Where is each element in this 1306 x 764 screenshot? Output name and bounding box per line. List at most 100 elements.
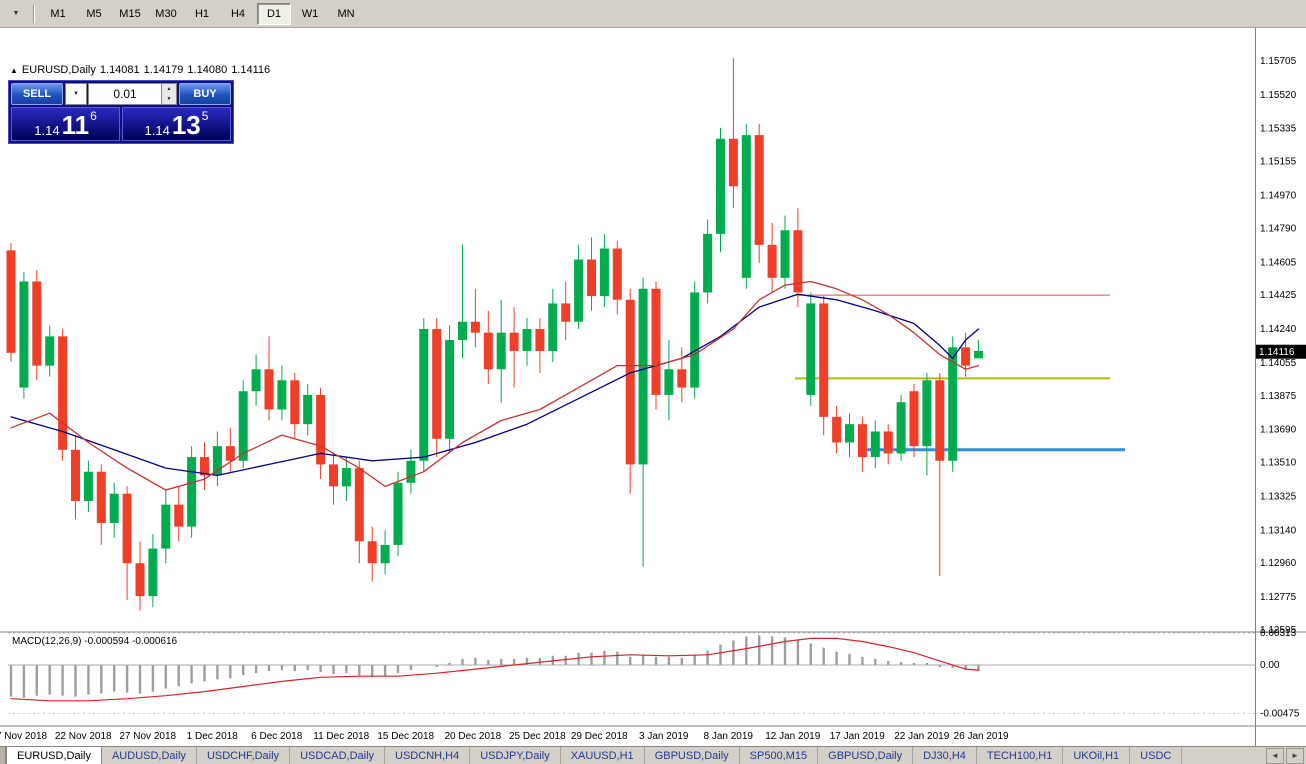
chart-area[interactable]: 1.15705 1.15520 1.15335 1.15155 1.14970 1.147… — [0, 28, 1306, 746]
chevron-down-icon[interactable]: ▼ — [4, 2, 28, 25]
symbol-period-label: EURUSD,Daily — [21, 64, 96, 76]
date-label: 25 Dec 2018 — [509, 731, 566, 742]
candle-bull — [45, 336, 55, 366]
candle-bull — [664, 369, 674, 395]
date-label: 26 Jan 2019 — [954, 731, 1009, 742]
date-label: 17 Nov 2018 — [0, 731, 48, 742]
lot-size-input[interactable]: 0.01 — [88, 83, 162, 105]
timeframe-button-m30[interactable]: M30 — [155, 7, 177, 20]
timeframe-button-w1[interactable]: W1 — [301, 7, 319, 20]
scroll-right-icon[interactable]: ► — [1286, 747, 1304, 764]
candle-bull — [974, 350, 983, 359]
chart-tab-7[interactable]: GBPUSD,Daily — [645, 747, 740, 764]
timeframe-button-m5[interactable]: M5 — [86, 7, 102, 20]
price-axis-label: 1.13690 — [1260, 425, 1297, 436]
candle-bull — [703, 233, 713, 293]
candle-bull — [716, 138, 725, 234]
price-axis-label: 1.14790 — [1260, 223, 1297, 234]
timeframe-button-h1[interactable]: H1 — [194, 7, 210, 20]
scroll-left-icon[interactable]: ◄ — [1266, 747, 1284, 764]
candle-bear — [71, 449, 80, 502]
candle-bear — [728, 138, 738, 187]
date-label: 11 Dec 2018 — [313, 731, 369, 742]
low-value: 1.14080 — [187, 64, 228, 76]
chart-tab-3[interactable]: USDCAD,Daily — [290, 747, 386, 764]
date-label: 3 Jan 2019 — [639, 731, 689, 742]
candle-bull — [109, 493, 119, 523]
candle-bear — [354, 468, 364, 542]
candle-bull — [496, 332, 506, 370]
macd-axis-label: 0.00313 — [1260, 628, 1297, 639]
chart-tab-0[interactable]: EURUSD,Daily — [6, 747, 102, 764]
date-label: 1 Dec 2018 — [187, 731, 239, 742]
price-axis-label: 1.15520 — [1260, 90, 1297, 101]
candle-bear — [509, 332, 519, 351]
chart-tab-4[interactable]: USDCNH,H4 — [385, 747, 471, 764]
sell-price-point: 6 — [90, 109, 97, 123]
chart-tab-12[interactable]: UKOil,H1 — [1063, 747, 1131, 764]
chart-tab-6[interactable]: XAUUSD,H1 — [561, 747, 645, 764]
toolbar-separator — [33, 4, 35, 23]
sell-button[interactable]: SELL — [11, 83, 63, 105]
buy-price-button[interactable]: 1.14 13 5 — [122, 107, 231, 141]
candle-bear — [832, 416, 842, 443]
candle-bull — [303, 394, 313, 425]
spin-up-icon[interactable]: ▲ — [166, 86, 172, 92]
price-axis-label: 1.14425 — [1260, 290, 1297, 301]
timeframe-button-d1[interactable]: D1 — [257, 2, 291, 25]
date-label: 22 Nov 2018 — [55, 731, 112, 742]
chart-tab-9[interactable]: GBPUSD,Daily — [818, 747, 914, 764]
macd-axis-label: -0.00475 — [1260, 709, 1300, 720]
buy-price-point: 5 — [201, 109, 209, 123]
chart-canvas[interactable]: 1.15705 1.15520 1.15335 1.15155 1.14970 1.147… — [0, 28, 1306, 746]
chart-tab-10[interactable]: DJ30,H4 — [913, 747, 977, 764]
candle-bull — [690, 292, 700, 388]
candle-bear — [535, 329, 545, 351]
timeframe-button-m1[interactable]: M1 — [50, 7, 66, 20]
chart-tab-bar: EURUSD,Daily AUDUSD,Daily USDCHF,Daily USDC… — [0, 746, 1306, 764]
price-axis-label: 1.12775 — [1260, 592, 1297, 603]
timeframe-button-mn[interactable]: MN — [337, 7, 355, 20]
chart-tab-2[interactable]: USDCHF,Daily — [197, 747, 291, 764]
candle-bull — [419, 329, 429, 461]
candle-bull — [148, 548, 158, 597]
chart-tab-13[interactable]: USDC — [1130, 747, 1183, 764]
candle-bear — [677, 369, 687, 388]
candle-bear — [135, 563, 145, 597]
symbol-marker-icon: ▲ — [10, 66, 18, 75]
chart-tab-8[interactable]: SP500,M15 — [740, 747, 819, 764]
candle-bull — [574, 259, 584, 322]
chart-tab-11[interactable]: TECH100,H1 — [977, 747, 1064, 764]
candle-bull — [19, 281, 29, 388]
lot-stepper: ▲ ▼ — [162, 83, 177, 105]
date-label: 27 Nov 2018 — [119, 731, 176, 742]
lot-dropdown-icon[interactable]: ▼ — [65, 83, 87, 105]
price-axis-label: 1.13325 — [1260, 491, 1297, 502]
date-label: 12 Jan 2019 — [765, 731, 820, 742]
timeframe-button-m15[interactable]: M15 — [119, 7, 141, 20]
macd-signal-line — [10, 637, 980, 702]
candle-bull — [522, 329, 532, 351]
spin-down-icon[interactable]: ▼ — [166, 96, 172, 102]
candle-bear — [612, 248, 622, 300]
price-axis-label: 1.15335 — [1260, 124, 1297, 135]
candle-bear — [329, 464, 338, 487]
candle-bear — [122, 493, 132, 564]
sell-price-button[interactable]: 1.14 11 6 — [11, 107, 120, 141]
candle-bull — [251, 369, 261, 392]
candle-bear — [754, 135, 764, 245]
date-label: 20 Dec 2018 — [444, 731, 501, 742]
tab-bar-grip — [0, 747, 6, 764]
date-label: 22 Jan 2019 — [894, 731, 949, 742]
candle-bull — [870, 431, 880, 458]
buy-button[interactable]: BUY — [179, 83, 231, 105]
candle-bear — [909, 391, 919, 447]
candle-bull — [845, 424, 854, 443]
chart-tab-5[interactable]: USDJPY,Daily — [470, 747, 561, 764]
chart-tabs: EURUSD,Daily AUDUSD,Daily USDCHF,Daily USDC… — [6, 747, 1183, 764]
chart-tab-1[interactable]: AUDUSD,Daily — [102, 747, 197, 764]
timeframe-button-h4[interactable]: H4 — [230, 7, 246, 20]
price-axis-label: 1.13140 — [1260, 525, 1297, 536]
candle-bull — [212, 446, 222, 476]
